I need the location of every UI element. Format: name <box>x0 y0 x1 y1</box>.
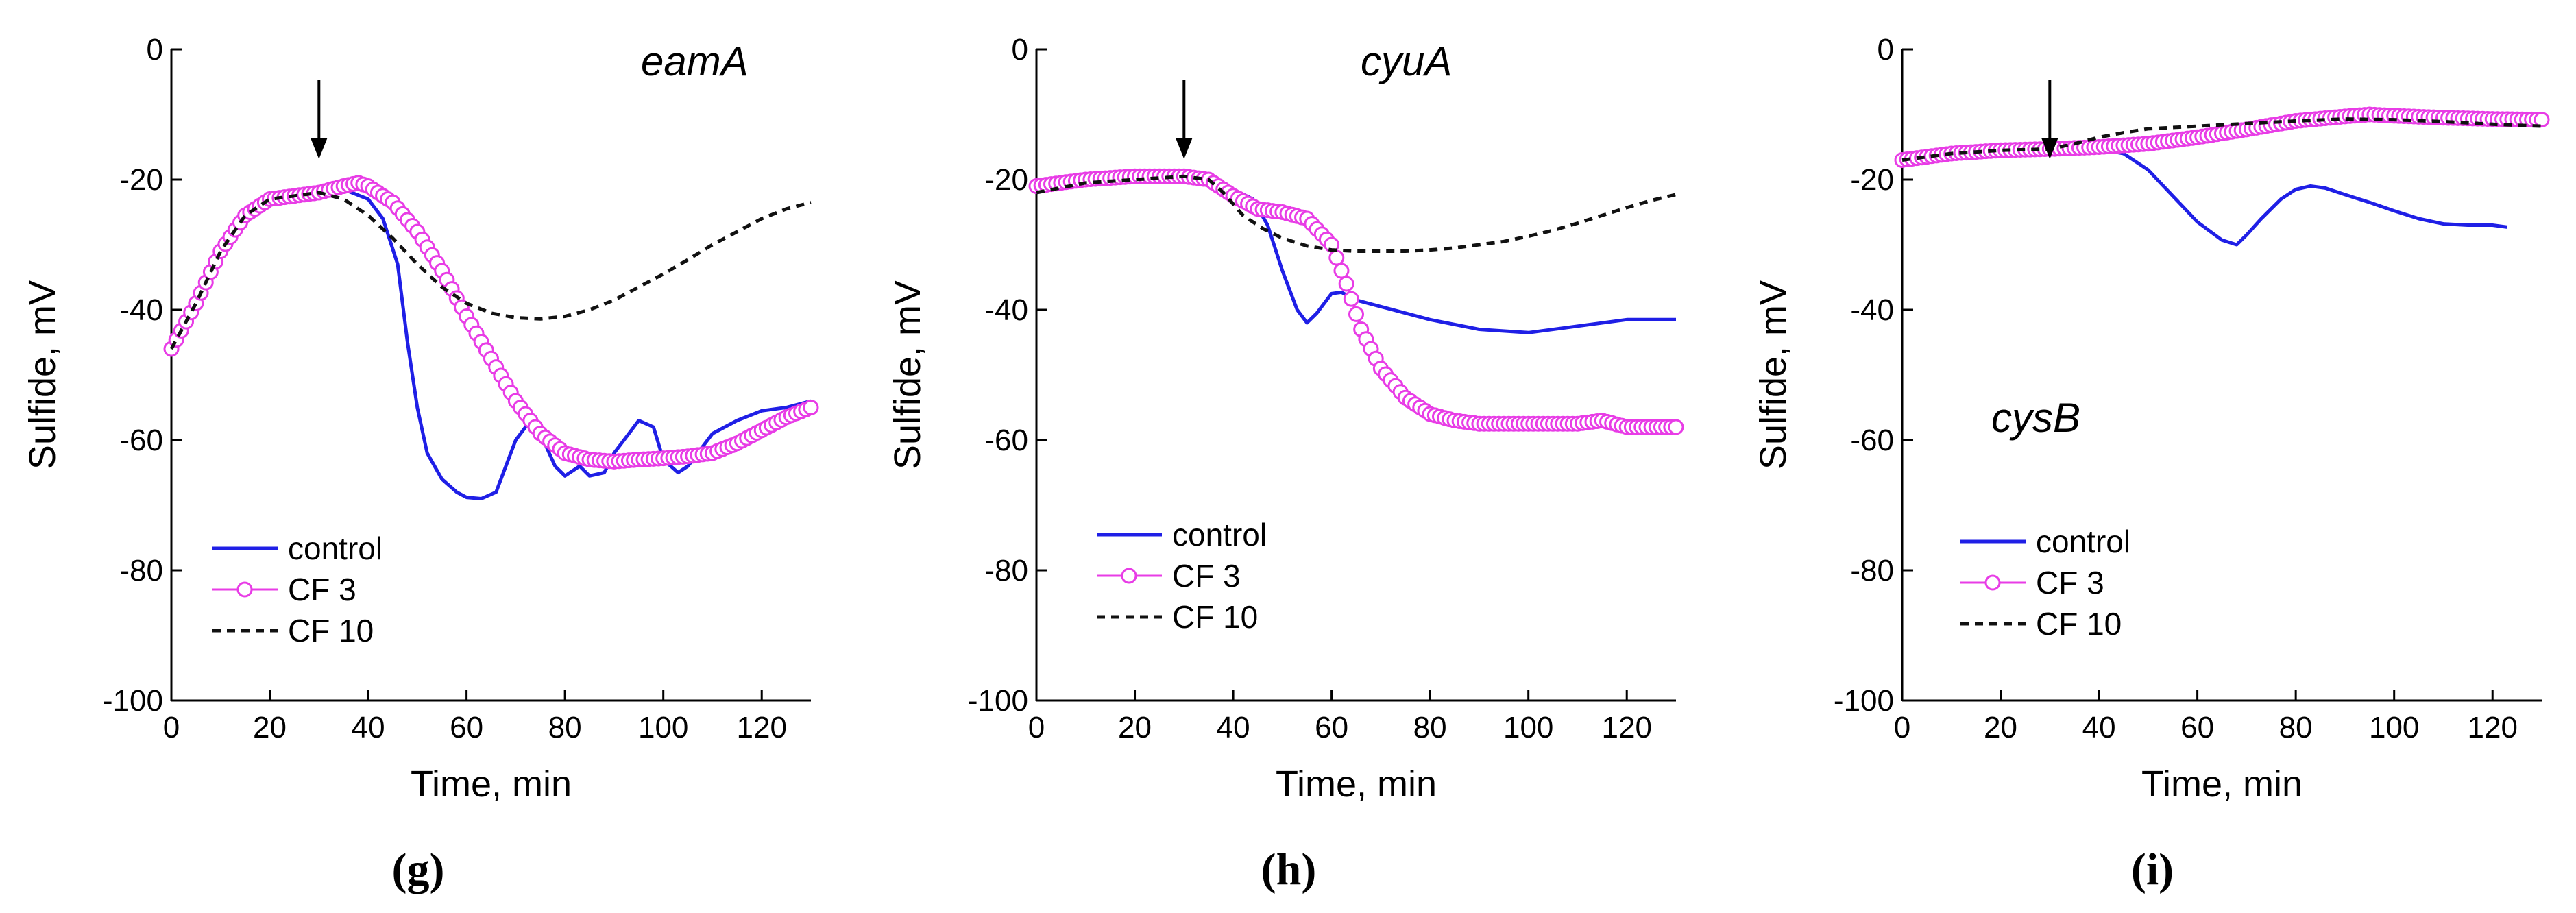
series-cf-3 <box>1028 168 1684 435</box>
legend: control CF 3 CF 10 <box>1097 517 1267 635</box>
x-tick-label: 0 <box>1028 711 1045 744</box>
x-tick-label: 20 <box>1118 711 1152 744</box>
y-tick-label: -40 <box>1850 293 1894 327</box>
legend-label: CF 3 <box>288 572 356 607</box>
x-axis-label: Time, min <box>1276 764 1437 805</box>
x-tick-label: 40 <box>2082 711 2116 744</box>
x-tick-label: 120 <box>1602 711 1652 744</box>
x-tick-label: 20 <box>1984 711 2017 744</box>
y-tick-label: -80 <box>1850 554 1894 587</box>
x-tick-label: 80 <box>1413 711 1447 744</box>
x-tick-label: 0 <box>163 711 180 744</box>
x-tick-label: 80 <box>2279 711 2313 744</box>
data-point <box>1668 419 1684 435</box>
y-tick-label: -80 <box>984 554 1028 587</box>
y-tick-label: -20 <box>119 163 163 197</box>
addition-arrowhead-icon <box>2041 138 2058 159</box>
y-tick-label: -100 <box>1834 684 1894 718</box>
series-cf-3 <box>1894 106 2550 168</box>
x-tick-label: 20 <box>253 711 287 744</box>
series-line <box>1901 147 2508 247</box>
gene-label: cyuA <box>1361 38 1452 84</box>
legend-label: control <box>1172 517 1267 552</box>
addition-arrowhead-icon <box>1176 138 1193 159</box>
series-control <box>1901 147 2508 247</box>
legend-label: CF 10 <box>1172 599 1258 635</box>
data-point <box>1338 276 1354 292</box>
y-tick-label: -20 <box>1850 163 1894 197</box>
y-tick-label: -60 <box>984 424 1028 457</box>
x-tick-label: 120 <box>2468 711 2518 744</box>
y-tick-label: -40 <box>984 293 1028 327</box>
y-tick-label: 0 <box>1878 33 1894 66</box>
x-axis-label: Time, min <box>411 764 572 805</box>
x-tick-label: 100 <box>1503 711 1553 744</box>
data-point <box>1348 306 1364 322</box>
panel-label: (g) <box>392 844 445 894</box>
gene-label: eamA <box>641 38 749 84</box>
legend-marker <box>1121 568 1137 584</box>
legend-label: CF 3 <box>1172 558 1241 594</box>
x-tick-label: 100 <box>2369 711 2419 744</box>
data-point <box>2534 112 2550 128</box>
y-axis-label: Sulfide, mV <box>22 280 63 470</box>
panel-label: (h) <box>1261 844 1317 894</box>
panel-label: (i) <box>2131 844 2174 894</box>
legend-label: CF 10 <box>2036 606 2122 642</box>
data-point <box>1343 291 1359 307</box>
x-tick-label: 120 <box>737 711 787 744</box>
y-tick-label: -60 <box>119 424 163 457</box>
legend-label: control <box>288 531 382 566</box>
legend-label: CF 3 <box>2036 565 2104 600</box>
y-axis-label: Sulfide, mV <box>887 280 928 470</box>
series-cf-10 <box>1036 174 1677 253</box>
x-tick-label: 40 <box>1217 711 1250 744</box>
y-tick-label: -80 <box>119 554 163 587</box>
x-tick-label: 60 <box>1315 711 1348 744</box>
addition-arrowhead-icon <box>311 138 328 159</box>
data-point <box>1328 249 1345 266</box>
x-tick-label: 60 <box>450 711 483 744</box>
x-tick-label: 40 <box>352 711 385 744</box>
y-tick-label: -60 <box>1850 424 1894 457</box>
y-tick-label: -20 <box>984 163 1028 197</box>
data-point <box>803 400 819 415</box>
x-tick-label: 80 <box>548 711 582 744</box>
series-cf-3 <box>163 175 819 470</box>
x-tick-label: 0 <box>1894 711 1910 744</box>
legend: control CF 3 CF 10 <box>1960 524 2130 642</box>
legend: control CF 3 CF 10 <box>212 531 382 648</box>
x-tick-label: 100 <box>638 711 688 744</box>
y-axis-label: Sulfide, mV <box>1753 280 1794 470</box>
legend-marker <box>236 581 253 598</box>
series-line <box>169 191 812 350</box>
y-tick-label: 0 <box>147 33 163 66</box>
data-point <box>1333 263 1350 279</box>
series-cf-10 <box>169 191 812 350</box>
series-line <box>1036 174 1677 253</box>
y-tick-label: -100 <box>103 684 163 718</box>
series-line <box>170 182 812 463</box>
x-axis-label: Time, min <box>2141 764 2302 805</box>
y-tick-label: -100 <box>968 684 1028 718</box>
y-tick-label: -40 <box>119 293 163 327</box>
legend-marker <box>1984 574 2001 591</box>
gene-label: cysB <box>1991 395 2080 441</box>
legend-label: control <box>2036 524 2130 559</box>
x-tick-label: 60 <box>2180 711 2214 744</box>
y-tick-label: 0 <box>1012 33 1028 66</box>
legend-label: CF 10 <box>288 613 374 648</box>
